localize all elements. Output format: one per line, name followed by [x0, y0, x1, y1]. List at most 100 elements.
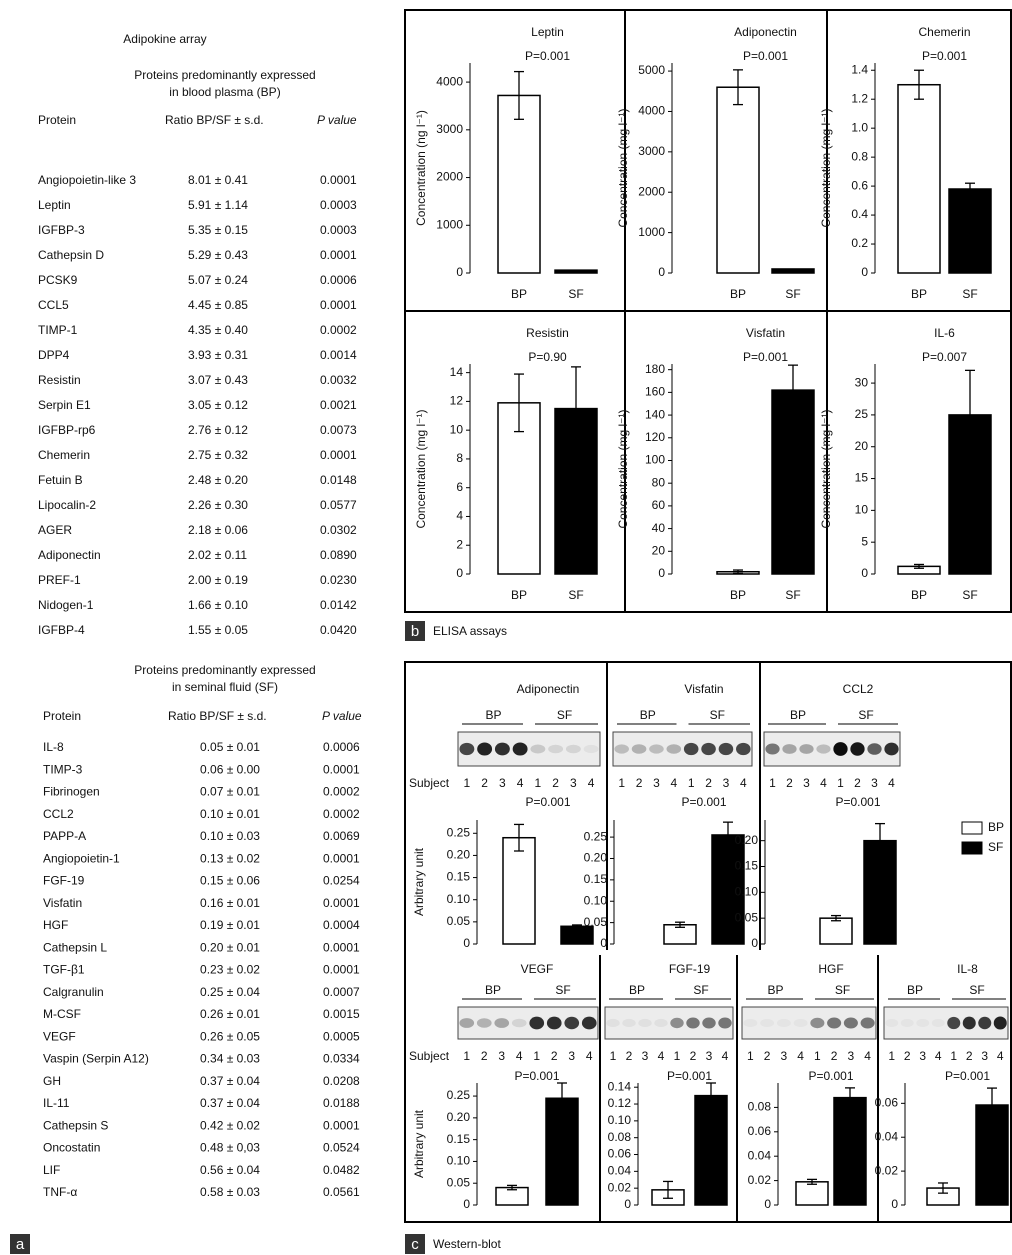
blot-band — [850, 742, 864, 755]
table-cell: Calgranulin — [43, 985, 104, 999]
group-label: BP — [790, 708, 806, 722]
p-value: P=0.001 — [525, 795, 570, 809]
table-cell: Fetuin B — [38, 473, 83, 487]
x-tick-label: BP — [730, 588, 746, 602]
lane-label: 3 — [848, 1049, 855, 1063]
chart-title: Visfatin — [746, 326, 785, 340]
table-cell: 0.0524 — [323, 1141, 360, 1155]
blot-band — [529, 1017, 544, 1030]
table-cell: TIMP-1 — [38, 323, 78, 337]
blot-band — [632, 744, 647, 754]
table-cell: 0.10 ± 0.03 — [200, 829, 260, 843]
lane-label: 4 — [740, 776, 747, 790]
y-tick-label: 25 — [855, 407, 869, 421]
x-tick-label: SF — [785, 287, 800, 301]
x-tick-label: BP — [511, 287, 527, 301]
lane-label: 1 — [747, 1049, 754, 1063]
lane-label: 4 — [997, 1049, 1004, 1063]
y-tick-label: 0.08 — [748, 1100, 772, 1114]
panel-label: c — [411, 1236, 419, 1253]
table-cell: 0.37 ± 0.04 — [200, 1096, 260, 1110]
table-cell: 0.06 ± 0.00 — [200, 762, 260, 776]
section-title: Adipokine array — [123, 32, 206, 46]
subject-label: Subject — [409, 776, 450, 790]
blot-band — [649, 744, 664, 753]
y-tick-label: 0.10 — [608, 1113, 632, 1127]
blot-band — [548, 745, 563, 754]
y-tick-label: 180 — [645, 362, 665, 376]
lane-label: 1 — [688, 776, 695, 790]
table-cell: Leptin — [38, 198, 71, 212]
lane-label: 4 — [820, 776, 827, 790]
table-cell: 0.0142 — [320, 598, 357, 612]
table-cell: 5.07 ± 0.24 — [188, 273, 248, 287]
table-cell: 0.0006 — [323, 740, 360, 754]
lane-label: 4 — [935, 1049, 942, 1063]
y-tick-label: 0.6 — [851, 178, 868, 192]
lane-label: 1 — [769, 776, 776, 790]
table-cell: 0.0006 — [320, 273, 357, 287]
lane-label: 4 — [588, 776, 595, 790]
y-tick-label: 20 — [652, 543, 666, 557]
y-tick-label: 0.05 — [447, 914, 471, 928]
y-tick-label: 3000 — [436, 122, 463, 136]
blot-band — [760, 1019, 774, 1027]
column-header: Protein — [38, 113, 76, 127]
y-tick-label: 20 — [855, 439, 869, 453]
table-cell: 0.0254 — [323, 874, 360, 888]
blot-band — [947, 1017, 960, 1029]
p-value: P=0.001 — [922, 49, 967, 63]
blot-band — [667, 744, 682, 754]
table-cell: HGF — [43, 918, 68, 932]
y-tick-label: 1000 — [638, 225, 665, 239]
y-tick-label: 0.15 — [584, 872, 608, 886]
table-cell: 2.26 ± 0.30 — [188, 498, 248, 512]
table-cell: 0.20 ± 0.01 — [200, 940, 260, 954]
table-cell: FGF-19 — [43, 874, 85, 888]
chart-title: HGF — [818, 962, 843, 976]
y-tick-label: 1.0 — [851, 120, 868, 134]
y-tick-label: 0.05 — [584, 915, 608, 929]
y-tick-label: 0.06 — [875, 1096, 899, 1110]
table-heading: Proteins predominantly expressed — [134, 68, 315, 82]
bar — [772, 390, 814, 574]
lane-label: 1 — [950, 1049, 957, 1063]
table-cell: 0.0302 — [320, 523, 357, 537]
table-cell: CCL5 — [38, 298, 69, 312]
table-cell: 4.45 ± 0.85 — [188, 298, 248, 312]
table-cell: 0.26 ± 0.05 — [200, 1029, 260, 1043]
y-tick-label: 1.2 — [851, 91, 868, 105]
y-tick-label: 10 — [855, 503, 869, 517]
bar — [898, 85, 940, 273]
y-tick-label: 1000 — [436, 217, 463, 231]
chart-title: Adiponectin — [734, 25, 797, 39]
y-tick-label: 2000 — [436, 170, 463, 184]
column-header: P value — [317, 113, 357, 127]
bar — [796, 1182, 828, 1205]
table-cell: 5.91 ± 1.14 — [188, 198, 248, 212]
y-tick-label: 0.4 — [851, 207, 868, 221]
lane-label: 2 — [705, 776, 712, 790]
blot-band — [566, 745, 581, 754]
table-cell: 0.0007 — [323, 985, 360, 999]
table-cell: 8.01 ± 0.41 — [188, 173, 248, 187]
y-tick-label: 0.02 — [748, 1173, 772, 1187]
lane-label: 4 — [797, 1049, 804, 1063]
subject-label: Subject — [409, 1049, 450, 1063]
y-tick-label: 80 — [652, 475, 666, 489]
lane-label: 2 — [636, 776, 643, 790]
bar — [834, 1098, 866, 1205]
y-tick-label: 0.20 — [735, 833, 759, 847]
lane-label: 4 — [864, 1049, 871, 1063]
bar — [717, 87, 759, 273]
p-value: P=0.90 — [528, 350, 567, 364]
table-cell: IL-8 — [43, 740, 64, 754]
table-cell: 1.55 ± 0.05 — [188, 623, 248, 637]
y-axis-label: Concentration (mg l⁻¹) — [616, 409, 630, 528]
y-tick-label: 0.05 — [735, 910, 759, 924]
y-tick-label: 0.25 — [584, 829, 608, 843]
table-cell: 0.0004 — [323, 918, 360, 932]
group-label: SF — [835, 983, 850, 997]
y-tick-label: 14 — [450, 365, 464, 379]
table-cell: 2.76 ± 0.12 — [188, 423, 248, 437]
